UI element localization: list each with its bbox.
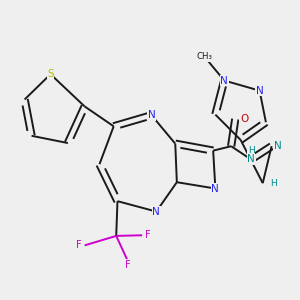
Text: N: N [212,184,219,194]
Text: S: S [47,69,54,79]
Text: F: F [125,260,131,270]
Text: N: N [274,141,282,151]
Text: H: H [248,146,254,155]
Text: O: O [240,114,248,124]
Text: N: N [152,207,160,217]
Text: F: F [76,240,82,250]
Text: N: N [220,76,228,85]
Text: CH₃: CH₃ [196,52,213,61]
Text: F: F [145,230,151,240]
Text: H: H [270,179,277,188]
Text: N: N [256,85,263,96]
Text: N: N [247,154,255,164]
Text: N: N [148,110,155,120]
